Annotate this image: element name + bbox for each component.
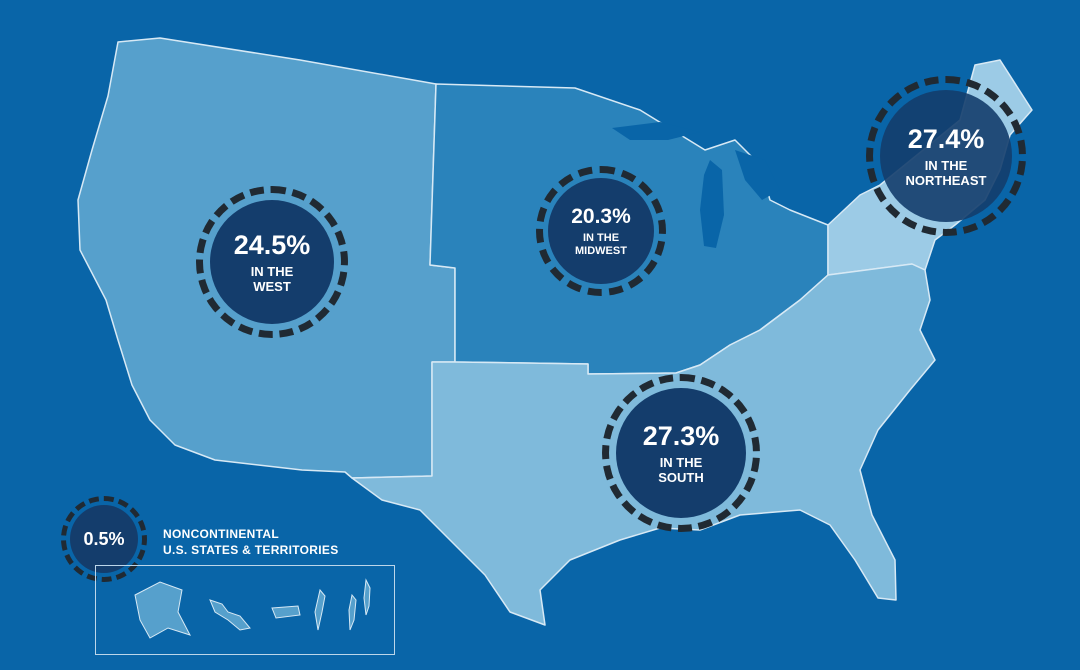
south-percent: 27.3% xyxy=(642,420,720,451)
midwest-badge: 20.3% IN THE MIDWEST xyxy=(536,166,666,296)
west-badge: 24.5% IN THE WEST xyxy=(196,186,348,338)
noncontinental-percent: 0.5% xyxy=(83,528,125,549)
hawaii-shape xyxy=(209,599,251,631)
territory-shape-2 xyxy=(348,593,357,631)
south-line1: IN THE xyxy=(659,454,703,470)
northeast-badge-ring xyxy=(866,76,1026,236)
noncontinental-line2: U.S. STATES & TERRITORIES xyxy=(163,543,339,558)
west-badge-ring xyxy=(196,186,348,338)
lake-huron xyxy=(735,150,780,200)
noncontinental-badge-ring xyxy=(61,496,147,582)
lake-michigan xyxy=(700,160,724,248)
alaska-shape xyxy=(134,581,192,639)
noncontinental-label: NONCONTINENTAL U.S. STATES & TERRITORIES xyxy=(163,526,339,558)
noncontinental-line1: NONCONTINENTAL xyxy=(163,527,279,541)
south-badge: 27.3% IN THE SOUTH xyxy=(602,374,760,532)
west-percent: 24.5% xyxy=(233,229,311,260)
midwest-badge-ring xyxy=(536,166,666,296)
puerto-rico-shape xyxy=(271,605,301,619)
midwest-percent: 20.3% xyxy=(571,204,631,228)
noncontinental-badge: 0.5% xyxy=(61,496,147,582)
midwest-line1: IN THE xyxy=(582,231,620,244)
northeast-badge: 27.4% IN THE NORTHEAST xyxy=(866,76,1026,236)
lake-superior xyxy=(612,122,700,140)
inset-islands xyxy=(134,578,371,639)
west-line1: IN THE xyxy=(250,263,294,279)
south-line2: SOUTH xyxy=(658,469,704,485)
noncontinental-inset-frame xyxy=(95,565,395,655)
territory-shape-3 xyxy=(363,578,371,616)
northeast-line2: NORTHEAST xyxy=(905,172,987,188)
south-badge-ring xyxy=(602,374,760,532)
northeast-line1: IN THE xyxy=(924,157,968,173)
territory-shape-1 xyxy=(314,588,326,631)
west-line2: WEST xyxy=(253,278,291,294)
northeast-percent: 27.4% xyxy=(907,123,985,154)
midwest-line2: MIDWEST xyxy=(575,244,627,257)
